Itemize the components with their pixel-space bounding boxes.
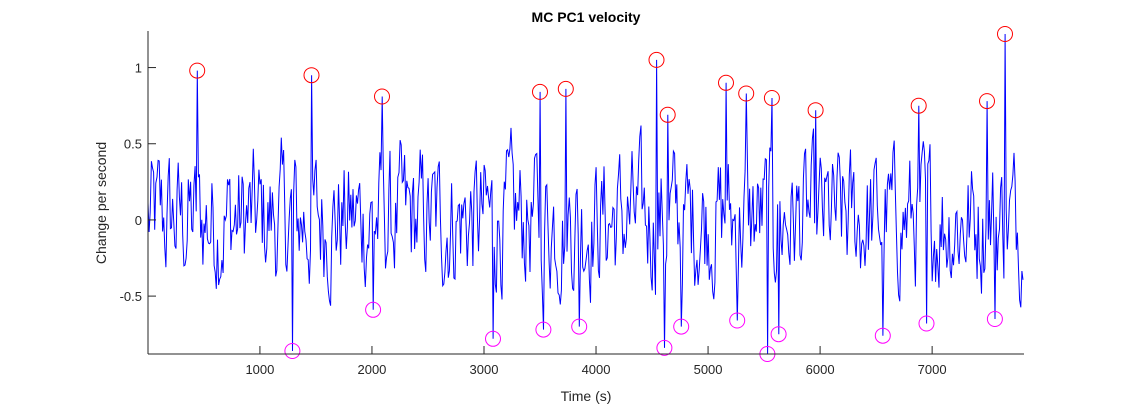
peak-marker [718, 74, 734, 91]
trace-layer [147, 33, 1024, 355]
x-tick-label: 6000 [806, 362, 835, 377]
y-tick-label: 1 [135, 61, 142, 76]
y-axis-label: Change per second [93, 142, 109, 264]
axis-layer [147, 31, 1024, 355]
trough-marker [673, 318, 690, 335]
peak-marker [763, 90, 780, 106]
peak-marker [189, 62, 206, 79]
x-tick-label: 3000 [470, 362, 499, 377]
x-tick-label: 1000 [245, 362, 274, 377]
peak-marker [910, 97, 927, 114]
peak-marker [807, 102, 824, 119]
y-tick-label: 0.5 [124, 137, 142, 152]
peak-marker [738, 85, 755, 102]
x-tick-label: 4000 [582, 362, 611, 377]
peak-marker [532, 83, 548, 100]
peak-marker [979, 93, 995, 110]
trough-marker [571, 318, 588, 335]
peak-marker [648, 51, 665, 68]
peak-marker [997, 26, 1013, 42]
trough-marker [656, 339, 673, 356]
x-tick-label: 2000 [357, 362, 386, 377]
peak-marker [374, 88, 390, 105]
chart-title: MC PC1 velocity [532, 9, 641, 25]
trough-marker [535, 321, 552, 338]
marker-layer [189, 26, 1013, 362]
trough-marker [874, 327, 891, 344]
tick-layer: 1000 2000 3000 4000 5000 6000 7000 -0.5 0 0.5 1 [120, 61, 947, 377]
peak-marker [557, 80, 574, 97]
trough-marker [365, 301, 382, 318]
peak-marker [659, 106, 676, 123]
x-axis-label: Time (s) [561, 388, 612, 404]
x-tick-label: 7000 [918, 362, 947, 377]
trough-marker [918, 315, 935, 332]
trough-marker [729, 312, 746, 329]
velocity-series-line [147, 33, 1024, 355]
trough-marker [770, 326, 787, 343]
trough-marker [284, 343, 301, 359]
x-tick-label: 5000 [694, 362, 723, 377]
y-tick-label: 0 [135, 213, 142, 228]
y-tick-label: -0.5 [120, 289, 142, 304]
peak-marker [303, 67, 320, 84]
trough-marker [986, 311, 1003, 327]
trough-marker [485, 330, 501, 347]
